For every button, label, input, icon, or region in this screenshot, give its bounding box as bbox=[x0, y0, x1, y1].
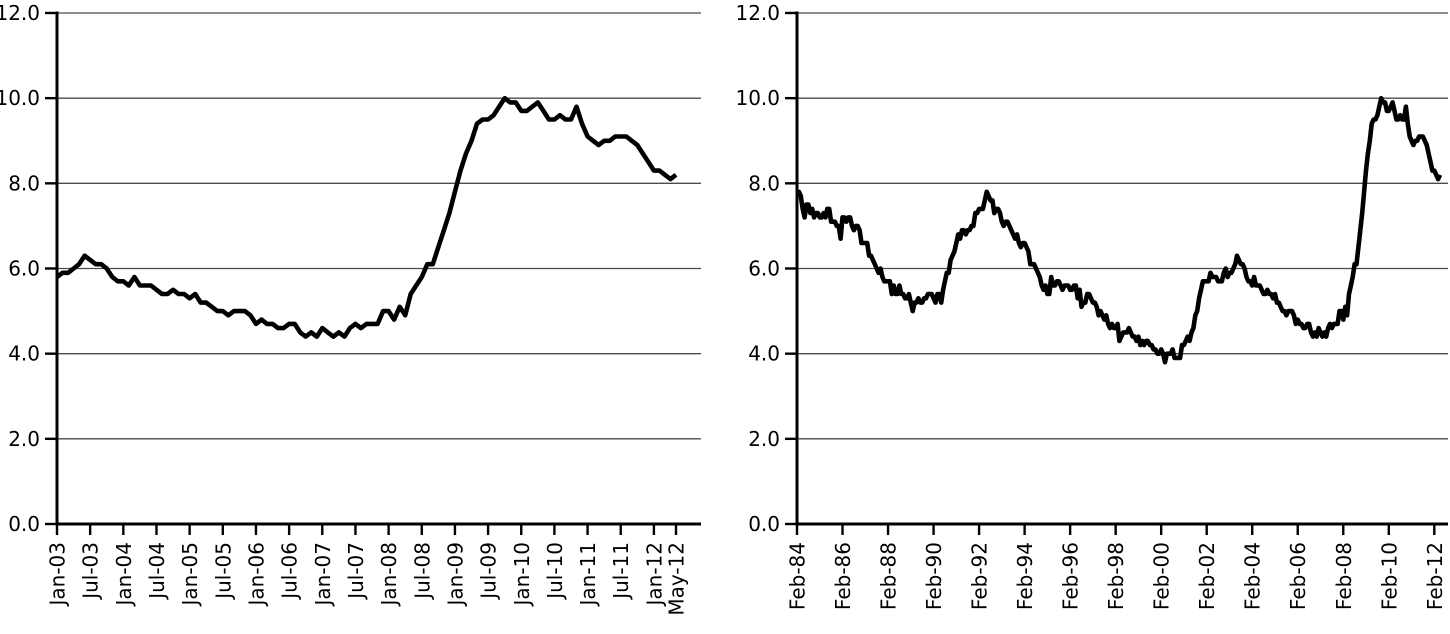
y-tick-label: 2.0 bbox=[748, 427, 780, 451]
x-tick-label: Jul-06 bbox=[278, 542, 302, 601]
x-tick-label: Jul-03 bbox=[79, 542, 103, 601]
x-tick-label: Feb-90 bbox=[922, 542, 946, 610]
x-tick-label: Jul-11 bbox=[609, 542, 633, 601]
x-tick-label: Feb-92 bbox=[968, 542, 992, 610]
x-tick-label: Jan-08 bbox=[377, 542, 401, 608]
x-tick-label: Jul-05 bbox=[211, 542, 235, 601]
y-tick-label: 0.0 bbox=[8, 512, 40, 536]
data-line bbox=[796, 95, 1443, 365]
y-tick-label: 8.0 bbox=[748, 171, 780, 195]
x-tick-label: Jan-05 bbox=[178, 542, 202, 608]
x-tick-label: Feb-88 bbox=[877, 542, 901, 610]
y-tick-label: 4.0 bbox=[8, 342, 40, 366]
data-line bbox=[55, 95, 678, 339]
x-tick-label: Feb-04 bbox=[1241, 542, 1265, 610]
x-tick-label: Jan-07 bbox=[311, 542, 335, 608]
x-tick-label: May-12 bbox=[665, 542, 689, 616]
x-tick-label: Jul-07 bbox=[344, 542, 368, 601]
x-tick-label: Jul-04 bbox=[145, 542, 169, 601]
x-tick-label: Feb-06 bbox=[1286, 542, 1310, 610]
y-tick-label: 2.0 bbox=[8, 427, 40, 451]
x-tick-label: Feb-02 bbox=[1195, 542, 1219, 610]
y-tick-label: 0.0 bbox=[748, 512, 780, 536]
chart-left-2003-2012: 0.0 2.0 4.0 6.0 8.0 10.0 12.0 Jan-03 Jul-03 Jan-0… bbox=[0, 1, 701, 616]
x-tick-label: Jan-12 bbox=[642, 542, 666, 608]
x-tick-label: Feb-96 bbox=[1059, 542, 1083, 610]
x-tick-label: Feb-98 bbox=[1104, 542, 1128, 610]
x-tick-label: Jan-10 bbox=[510, 542, 534, 608]
y-tick-label: 6.0 bbox=[748, 257, 780, 281]
x-tick-label: Jan-06 bbox=[244, 542, 268, 608]
x-tick-label: Feb-08 bbox=[1332, 542, 1356, 610]
x-tick-label: Jan-11 bbox=[576, 542, 600, 608]
x-tick-label: Feb-10 bbox=[1377, 542, 1401, 610]
y-tick-label: 8.0 bbox=[8, 171, 40, 195]
x-tick-label: Jan-03 bbox=[46, 542, 70, 608]
y-tick-label: 6.0 bbox=[8, 257, 40, 281]
x-tick-label: Jul-09 bbox=[477, 542, 501, 601]
x-tick-label: Jan-04 bbox=[112, 542, 136, 608]
y-tick-label: 10.0 bbox=[735, 86, 780, 110]
y-tick-label: 12.0 bbox=[0, 1, 40, 25]
x-tick-label: Jul-10 bbox=[543, 542, 567, 601]
x-tick-label: Jan-09 bbox=[443, 542, 467, 608]
x-tick-label: Feb-86 bbox=[831, 542, 855, 610]
y-tick-label: 12.0 bbox=[735, 1, 780, 25]
y-tick-label: 4.0 bbox=[748, 342, 780, 366]
x-tick-label: Jul-08 bbox=[410, 542, 434, 601]
x-tick-label: Feb-94 bbox=[1013, 542, 1037, 610]
y-tick-label: 10.0 bbox=[0, 86, 40, 110]
x-tick-label: Feb-00 bbox=[1150, 542, 1174, 610]
chart-right-1984-2012: 0.0 2.0 4.0 6.0 8.0 10.0 12.0 Feb-84 Feb-86 Feb-8… bbox=[735, 1, 1448, 610]
x-tick-label: Feb-12 bbox=[1423, 542, 1447, 610]
x-tick-label: Feb-84 bbox=[786, 542, 810, 610]
